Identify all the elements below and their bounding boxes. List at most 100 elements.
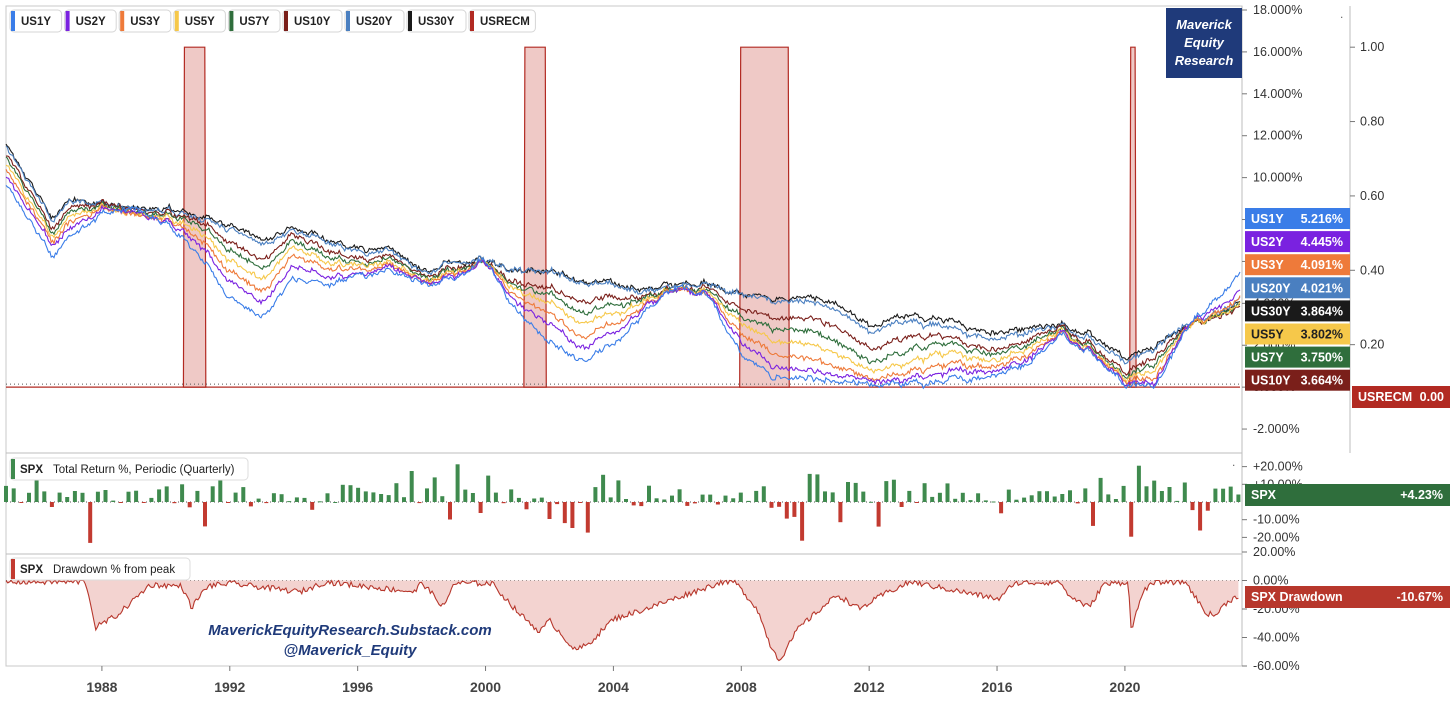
svg-text:US30Y: US30Y — [1251, 304, 1291, 318]
return-bar — [126, 491, 131, 502]
svg-text:SPX Drawdown: SPX Drawdown — [1251, 590, 1343, 604]
return-bar — [49, 502, 54, 507]
return-bar — [1052, 496, 1057, 502]
svg-text:US10Y: US10Y — [294, 16, 331, 28]
legend-item-us3y[interactable]: US3Y — [118, 9, 172, 33]
legend-item-us7y[interactable]: US7Y — [227, 9, 281, 33]
drawdown-tick-label: 0.00% — [1253, 574, 1288, 588]
return-bar — [65, 497, 70, 502]
return-bar — [440, 496, 445, 502]
value-tag-usrecm: USRECM 0.00 — [1352, 386, 1450, 408]
return-bar — [88, 502, 93, 543]
return-bar — [884, 481, 889, 502]
return-bar — [715, 502, 720, 505]
return-bar — [1060, 494, 1065, 502]
return-bar — [830, 492, 835, 502]
quarterly-return-bars — [4, 464, 1241, 543]
legend-item-us5y[interactable]: US5Y — [173, 9, 226, 33]
drawdown-area — [5, 579, 1240, 662]
return-bar — [463, 489, 468, 502]
return-bar — [226, 502, 230, 503]
return-bar — [562, 502, 567, 524]
return-bar — [1129, 502, 1134, 537]
x-tick-label: 1996 — [342, 679, 373, 695]
drawdown-line — [5, 579, 1239, 662]
legend-item-us2y[interactable]: US2Y — [64, 9, 117, 33]
return-bar — [1014, 499, 1019, 502]
svg-text:US20Y: US20Y — [1251, 281, 1291, 295]
return-tick-label: +20.00% — [1253, 460, 1303, 474]
return-bar — [769, 502, 774, 508]
return-bar — [1075, 502, 1080, 504]
return-pane-title: SPX Total Return %, Periodic (Quarterly) — [9, 457, 249, 481]
legend-item-us1y[interactable]: US1Y — [9, 9, 63, 33]
return-bar — [869, 501, 873, 503]
svg-text:US5Y: US5Y — [1251, 328, 1284, 342]
svg-text:US3Y: US3Y — [130, 16, 160, 28]
line-us5y — [5, 164, 1241, 384]
return-bar — [19, 502, 24, 503]
return-bar — [432, 477, 437, 502]
svg-text:3.664%: 3.664% — [1301, 374, 1343, 388]
svg-text:SPX: SPX — [1251, 488, 1277, 502]
return-bar — [1045, 491, 1049, 502]
line-us1y — [5, 184, 1241, 390]
return-bar — [210, 486, 215, 502]
return-bar — [1190, 502, 1195, 511]
return-bar — [662, 499, 667, 502]
value-tag-us5y: US5Y 3.802% — [1245, 323, 1350, 345]
return-bar — [302, 497, 307, 502]
return-bar — [95, 491, 100, 502]
svg-text:US7Y: US7Y — [1251, 351, 1284, 365]
return-bar — [394, 483, 399, 502]
return-bar — [784, 502, 789, 519]
return-bar — [425, 488, 429, 502]
y-tick-label: 18.000% — [1253, 3, 1302, 17]
svg-text:USRECM: USRECM — [480, 16, 530, 28]
return-bar — [601, 474, 606, 502]
return-bar — [141, 502, 146, 503]
return-bar — [478, 502, 483, 513]
legend-item-us20y[interactable]: US20Y — [344, 9, 405, 33]
return-bar — [685, 502, 690, 506]
return-bar — [1136, 465, 1141, 502]
return-bar — [195, 490, 200, 502]
return-bar — [1022, 497, 1027, 502]
drawdown-pane-series: SPX — [20, 564, 43, 576]
brand-badge: Maverick Equity Research — [1166, 8, 1242, 78]
return-bar — [57, 492, 62, 502]
return-bar — [241, 487, 246, 502]
value-tag-spx-drawdown: SPX Drawdown -10.67% — [1245, 586, 1450, 608]
return-bar — [976, 493, 981, 502]
legend-item-usrecm[interactable]: USRECM — [468, 9, 536, 33]
return-bar — [792, 502, 797, 517]
return-bar — [861, 491, 866, 502]
legend-item-us10y[interactable]: US10Y — [282, 9, 343, 33]
return-bar — [731, 498, 736, 502]
svg-text:.: . — [1232, 455, 1235, 469]
return-bar — [937, 492, 942, 502]
svg-text:0.00: 0.00 — [1420, 390, 1444, 404]
svg-text:US1Y: US1Y — [21, 16, 51, 28]
return-bar — [930, 496, 935, 502]
return-bar — [1006, 489, 1011, 502]
svg-text:4.445%: 4.445% — [1301, 235, 1343, 249]
legend-item-us30y[interactable]: US30Y — [406, 9, 467, 33]
x-tick-label: 2012 — [854, 679, 885, 695]
return-bar — [1121, 485, 1126, 502]
y2-tick-label: 0.80 — [1360, 115, 1384, 129]
x-tick-label: 1992 — [214, 679, 245, 695]
return-bar — [11, 488, 16, 502]
line-us30y — [5, 143, 1241, 361]
return-bar — [1167, 487, 1172, 502]
return-bar — [256, 498, 261, 502]
return-bar — [677, 489, 682, 502]
return-bar — [853, 482, 858, 502]
svg-text:3.802%: 3.802% — [1301, 328, 1343, 342]
return-bar — [248, 502, 253, 507]
svg-text:5.216%: 5.216% — [1301, 212, 1343, 226]
watermark-url: MaverickEquityResearch.Substack.com — [208, 622, 491, 639]
return-bar — [1113, 499, 1118, 502]
y-tick-label: 10.000% — [1253, 171, 1302, 185]
return-bar — [639, 502, 644, 507]
